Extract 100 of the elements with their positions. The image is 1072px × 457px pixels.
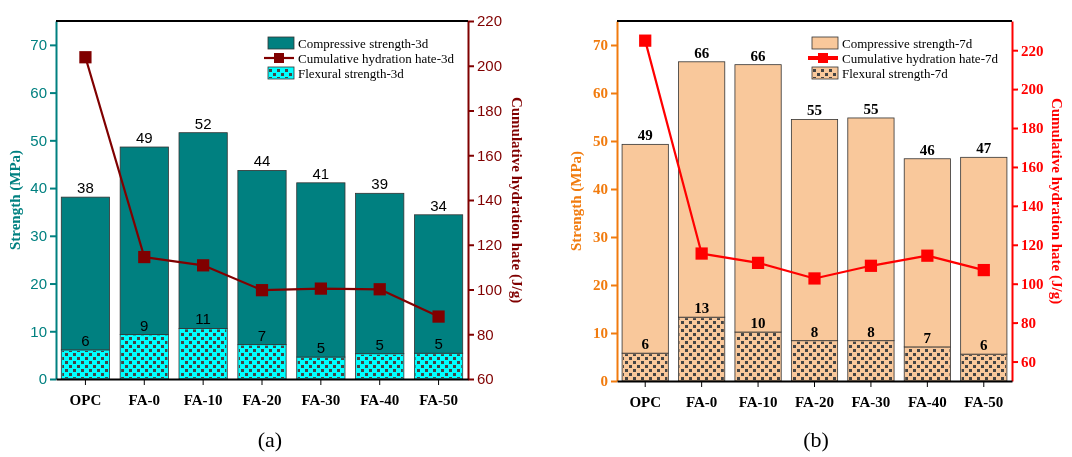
point	[921, 249, 934, 262]
x-tick-label: FA-10	[183, 391, 223, 408]
point	[639, 34, 652, 47]
data-label: 8	[810, 323, 819, 340]
y2-tick-label: 200	[1021, 81, 1044, 98]
point	[255, 284, 269, 297]
y-tick-label: 10	[593, 325, 608, 342]
y2-tick-label: 200	[477, 57, 503, 75]
y-tick-label: 70	[593, 37, 608, 54]
legend-label: Flexural strength-3d	[298, 65, 405, 81]
total-label: 38	[77, 179, 94, 197]
y-tick-label: 0	[600, 373, 608, 390]
point	[695, 247, 708, 260]
y2-tick-label: 140	[1021, 198, 1044, 215]
y2-tick-label: 80	[477, 325, 494, 343]
x-tick-label: FA-50	[964, 393, 1004, 410]
y2-axis-title: Cumulative hydration hate (J/g)	[1048, 97, 1065, 305]
y-tick-label: 60	[30, 83, 47, 101]
y2-tick-label: 160	[477, 146, 503, 164]
data-label: 6	[980, 337, 989, 354]
total-label: 49	[637, 127, 653, 144]
data-label: 13	[694, 300, 710, 317]
y-axis-title: Strength (MPa)	[568, 150, 585, 252]
y2-tick-label: 180	[477, 101, 503, 119]
y-tick-label: 50	[593, 133, 608, 150]
x-tick-label: OPC	[69, 391, 102, 408]
point	[314, 282, 327, 295]
total-label: 55	[807, 102, 822, 119]
data-label: 11	[195, 310, 211, 328]
point	[197, 259, 210, 272]
legend-label: Cumulative hydration hate-3d	[298, 50, 455, 66]
y2-tick-label: 220	[1021, 42, 1044, 59]
text: (a)	[257, 427, 283, 452]
total-label: 55	[863, 100, 879, 117]
total-label: 66	[750, 47, 767, 64]
total-label: 41	[312, 164, 330, 182]
y-tick-label: 0	[38, 370, 47, 388]
x-tick-label: FA-20	[242, 391, 282, 408]
total-label: 47	[976, 140, 992, 157]
total-label: 46	[919, 141, 936, 158]
y-tick-label: 30	[30, 227, 47, 245]
total-label: 49	[135, 129, 153, 147]
y-tick-label: 60	[593, 85, 608, 102]
y2-tick-label: 100	[477, 280, 503, 298]
y2-tick-label: 180	[1021, 120, 1044, 137]
x-tick-label: FA-30	[301, 391, 341, 408]
x-tick-label: FA-20	[795, 393, 834, 410]
point	[977, 263, 990, 277]
data-label: 7	[257, 326, 267, 344]
point	[751, 256, 765, 269]
y2-tick-label: 140	[477, 191, 503, 209]
y2-axis-title: Cumulative hydration hate (J/g)	[508, 96, 525, 304]
y2-tick-label: 80	[1021, 314, 1036, 331]
text: (b)	[803, 427, 829, 452]
point	[864, 259, 878, 272]
data-label: 8	[867, 323, 875, 340]
y2-tick-label: 60	[1021, 353, 1036, 370]
legend-label: Cumulative hydration hate-7d	[842, 50, 999, 66]
data-label: 5	[375, 335, 384, 353]
x-tick-label: FA-0	[685, 393, 718, 410]
y2-tick-label: 120	[1021, 237, 1044, 254]
data-label: 6	[81, 331, 90, 349]
y-axis-title: Strength (MPa)	[7, 149, 24, 251]
y-tick-label: 40	[593, 181, 608, 198]
x-tick-label: FA-50	[419, 391, 459, 408]
legend-label: Compressive strength-3d	[298, 35, 429, 51]
point	[138, 250, 151, 264]
y-tick-label: 30	[593, 229, 608, 246]
point	[808, 272, 821, 285]
data-label: 7	[923, 329, 932, 346]
y-tick-label: 50	[30, 131, 47, 149]
data-label: 6	[641, 336, 650, 353]
point	[432, 310, 445, 323]
y2-tick-label: 220	[477, 12, 503, 30]
data-label: 9	[140, 316, 149, 334]
data-label: 10	[750, 315, 766, 332]
data-label: 5	[434, 335, 443, 353]
x-tick-label: FA-40	[907, 393, 947, 410]
y-tick-label: 10	[30, 322, 47, 340]
total-label: 44	[253, 152, 271, 170]
data-label: 5	[316, 339, 326, 357]
x-tick-label: FA-30	[851, 393, 891, 410]
y-tick-label: 20	[593, 277, 608, 294]
y2-tick-label: 120	[477, 236, 503, 254]
y2-tick-label: 60	[477, 370, 494, 388]
x-tick-label: FA-40	[360, 391, 400, 408]
total-label: 52	[194, 114, 212, 132]
total-label: 39	[371, 175, 389, 193]
y-tick-label: 40	[30, 179, 47, 197]
x-tick-label: OPC	[629, 393, 662, 410]
point	[373, 283, 386, 296]
x-tick-label: FA-10	[738, 393, 778, 410]
total-label: 66	[694, 44, 710, 61]
legend-label: Flexural strength-7d	[842, 65, 949, 81]
point	[79, 51, 92, 64]
y-tick-label: 70	[30, 36, 47, 54]
y2-tick-label: 100	[1021, 276, 1044, 292]
y-tick-label: 20	[30, 274, 47, 292]
y2-tick-label: 160	[1021, 159, 1044, 176]
legend-label: Compressive strength-7d	[842, 35, 973, 51]
